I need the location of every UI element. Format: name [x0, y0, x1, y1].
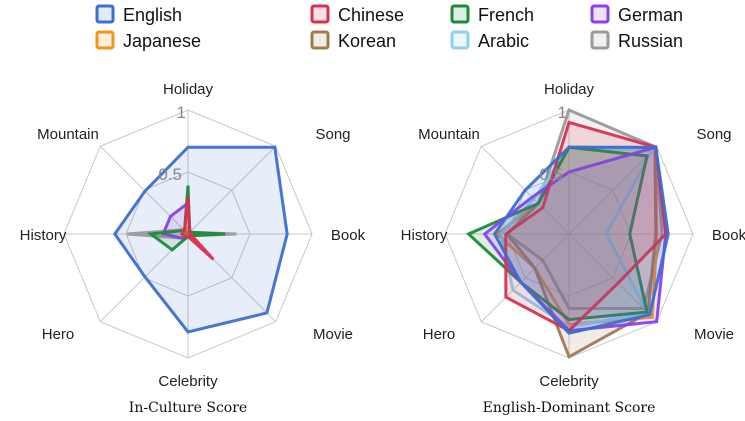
grid-spoke: [187, 145, 277, 235]
radar-chart-in-culture: Holiday Song Book Movie Celebrity Hero History…: [20, 81, 366, 416]
r-tick-label: 1: [177, 103, 186, 122]
legend-label-japanese: Japanese: [123, 31, 201, 51]
legend-label-german: German: [618, 5, 683, 25]
legend-swatch-japanese: [95, 30, 115, 50]
axis-label-holiday: Holiday: [544, 81, 595, 98]
axis-label-mountain: Mountain: [37, 126, 99, 143]
axis-label-hero: Hero: [423, 326, 456, 343]
legend-label-russian: Russian: [618, 31, 683, 51]
axis-label-song: Song: [696, 126, 731, 143]
axis-label-celebrity: Celebrity: [539, 373, 599, 390]
axis-label-book: Book: [712, 227, 745, 244]
legend-label-french: French: [478, 5, 534, 25]
axis-label-history: History: [20, 227, 67, 244]
axis-label-movie: Movie: [694, 326, 734, 343]
legend-label-korean: Korean: [338, 31, 396, 51]
r-tick-label: 0.5: [158, 165, 182, 184]
chart-title: English-Dominant Score: [483, 400, 656, 416]
axis-label-hero: Hero: [42, 326, 75, 343]
legend-swatch-arabic: [450, 30, 470, 50]
chart-title: In-Culture Score: [129, 400, 247, 416]
axis-label-movie: Movie: [313, 326, 353, 343]
axis-label-song: Song: [315, 126, 350, 143]
axis-label-history: History: [401, 227, 448, 244]
legend-label-english: English: [123, 5, 182, 25]
grid-spoke: [568, 145, 658, 235]
radar-chart-english-dominant: Holiday Song Book Movie Celebrity Hero History…: [401, 81, 745, 416]
axis-label-mountain: Mountain: [418, 126, 480, 143]
series-english: [492, 145, 670, 335]
axis-label-celebrity: Celebrity: [158, 373, 218, 390]
legend-label-arabic: Arabic: [478, 31, 529, 51]
legend-swatch-russian: [590, 30, 610, 50]
legend-swatch-korean: [310, 30, 330, 50]
r-tick-label: 1: [558, 103, 567, 122]
legend-swatch-english: [95, 4, 115, 24]
series-french: [465, 145, 649, 322]
legend: English Chinese French German Japanese Korean…: [95, 4, 683, 51]
r-tick-label: 0.5: [539, 165, 563, 184]
legend-label-chinese: Chinese: [338, 5, 404, 25]
legend-swatch-german: [590, 4, 610, 24]
series-english: [113, 145, 289, 334]
series-chinese: [179, 196, 215, 261]
axis-label-holiday: Holiday: [163, 81, 214, 98]
legend-swatch-french: [450, 4, 470, 24]
grid-spoke: [480, 233, 570, 323]
axis-label-book: Book: [331, 227, 366, 244]
legend-swatch-chinese: [310, 4, 330, 24]
